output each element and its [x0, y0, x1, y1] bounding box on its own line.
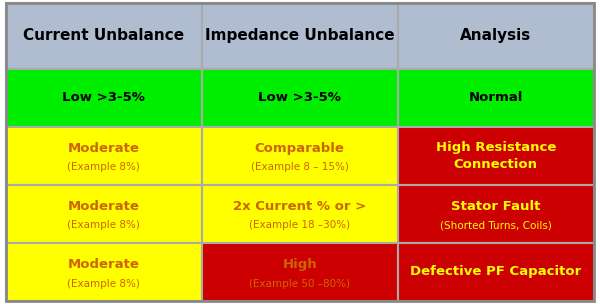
Text: Moderate: Moderate [68, 142, 140, 155]
Text: High: High [283, 258, 317, 271]
Text: (Example 8%): (Example 8%) [67, 220, 140, 230]
Text: Current Unbalance: Current Unbalance [23, 28, 184, 43]
Text: Low >3-5%: Low >3-5% [62, 91, 145, 104]
Bar [6, 69, 202, 127]
Bar [6, 185, 202, 243]
Text: (Example 8%): (Example 8%) [67, 278, 140, 288]
Bar [202, 185, 398, 243]
Text: (Shorted Turns, Coils): (Shorted Turns, Coils) [440, 220, 552, 230]
Text: High Resistance: High Resistance [436, 140, 556, 154]
Bar [398, 3, 594, 69]
Bar [398, 127, 594, 185]
Bar [6, 3, 202, 69]
Text: Analysis: Analysis [460, 28, 532, 43]
Bar [202, 243, 398, 301]
Bar [202, 69, 398, 127]
Text: Low >3-5%: Low >3-5% [258, 91, 341, 104]
Bar [398, 185, 594, 243]
Text: Moderate: Moderate [68, 200, 140, 213]
Bar [6, 127, 202, 185]
Text: (Example 50 –80%): (Example 50 –80%) [249, 278, 350, 288]
Bar [202, 127, 398, 185]
Bar [398, 69, 594, 127]
Bar [398, 243, 594, 301]
Text: Normal: Normal [469, 91, 523, 104]
Bar [202, 3, 398, 69]
Text: Defective PF Capacitor: Defective PF Capacitor [410, 265, 581, 278]
Text: (Example 8%): (Example 8%) [67, 162, 140, 172]
Text: (Example 8 – 15%): (Example 8 – 15%) [251, 162, 349, 172]
Text: Impedance Unbalance: Impedance Unbalance [205, 28, 395, 43]
Bar [6, 243, 202, 301]
Text: Moderate: Moderate [68, 258, 140, 271]
Text: (Example 18 –30%): (Example 18 –30%) [249, 220, 350, 230]
Text: Connection: Connection [454, 158, 538, 171]
Text: 2x Current % or >: 2x Current % or > [233, 200, 367, 213]
Text: Comparable: Comparable [255, 142, 344, 155]
Text: Stator Fault: Stator Fault [451, 200, 541, 213]
